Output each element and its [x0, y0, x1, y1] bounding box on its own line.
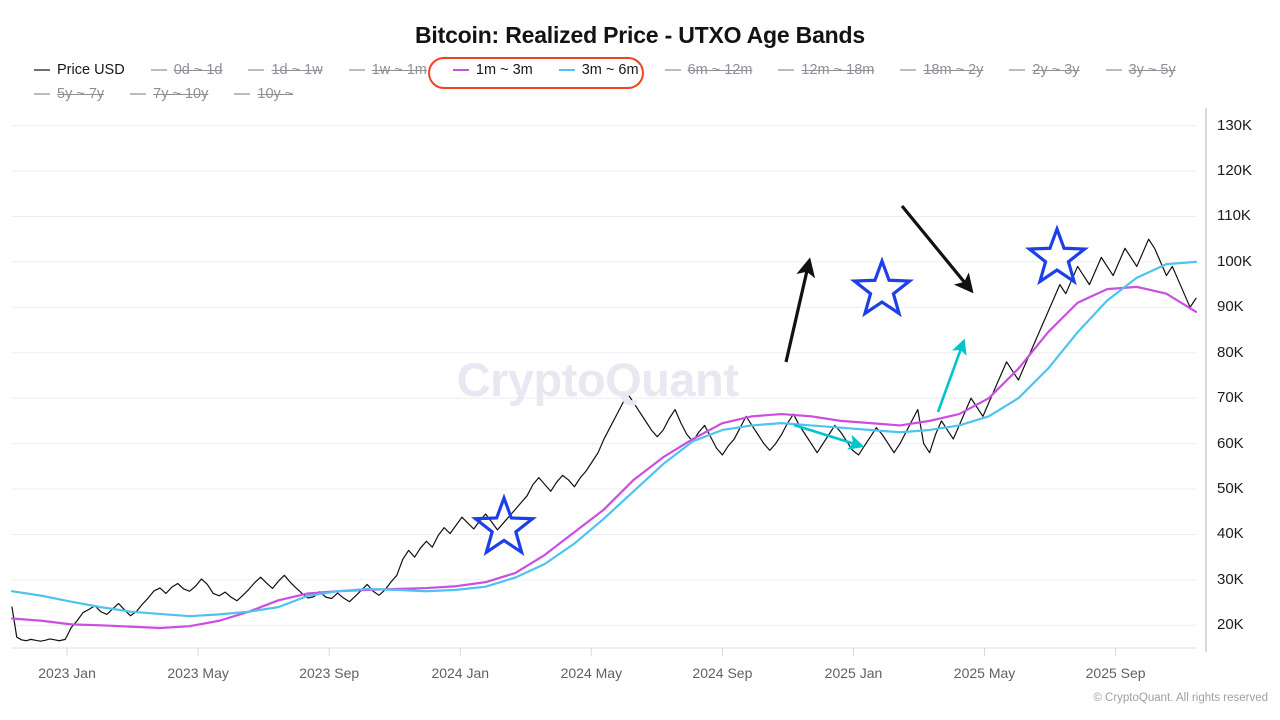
legend-item-label: 1m ~ 3m [475, 62, 533, 78]
series-line-1 [10, 285, 1198, 630]
legend-item-0[interactable]: Price USD [34, 60, 125, 80]
legend-item-label: 1w ~ 1m [371, 62, 427, 78]
x-tick-label: 2024 Jan [431, 665, 490, 681]
x-tick-label: 2024 May [560, 665, 623, 681]
x-tick-label: 2025 Sep [1085, 665, 1146, 681]
legend-swatch-icon [130, 93, 147, 95]
y-tick-label: 110K [1217, 207, 1251, 225]
legend-item-7[interactable]: 12m ~ 18m [778, 60, 874, 80]
y-tick-label: 120K [1217, 162, 1253, 180]
legend-swatch-icon [34, 69, 50, 71]
star-marker-2 [850, 256, 914, 318]
legend-swatch-icon [900, 69, 917, 71]
x-tick-label: 2025 Jan [824, 665, 883, 681]
legend-item-label: 1d ~ 1w [271, 62, 323, 78]
legend-item-label: 3y ~ 5y [1128, 62, 1176, 78]
arrow-band-flat [793, 423, 865, 450]
legend-swatch-icon [234, 93, 251, 95]
y-tick-label: 130K [1217, 116, 1253, 134]
y-tick-label: 90K [1217, 298, 1244, 316]
y-tick-label: 40K [1217, 525, 1244, 543]
y-tick-label: 100K [1217, 252, 1253, 270]
legend-item-9[interactable]: 2y ~ 3y [1009, 60, 1080, 80]
legend-item-label: 2y ~ 3y [1032, 62, 1080, 78]
legend-item-label: 18m ~ 2y [923, 62, 984, 78]
series-line-2 [10, 260, 1198, 618]
legend-item-6[interactable]: 6m ~ 12m [664, 60, 753, 80]
legend-item-10[interactable]: 3y ~ 5y [1105, 60, 1176, 80]
legend-item-1[interactable]: 0d ~ 1d [150, 60, 223, 80]
star-marker-3 [1025, 224, 1089, 286]
series-line-0 [11, 238, 1197, 642]
legend-swatch-icon [664, 69, 681, 71]
legend-item-11[interactable]: 5y ~ 7y [34, 84, 104, 104]
legend-item-3[interactable]: 1w ~ 1m [348, 60, 427, 80]
legend-item-4[interactable]: 1m ~ 3m [452, 60, 533, 80]
legend-item-label: 10y ~ [257, 86, 294, 102]
x-tick-label: 2024 Sep [692, 665, 753, 681]
legend-swatch-icon [150, 69, 167, 71]
x-tick-label: 2023 Sep [299, 665, 360, 681]
legend-item-label: Price USD [57, 62, 125, 78]
legend-swatch-icon [778, 69, 795, 71]
legend-swatch-icon [34, 93, 50, 95]
legend-swatch-icon [558, 69, 575, 71]
y-tick-label: 60K [1217, 434, 1244, 452]
legend-item-label: 12m ~ 18m [801, 62, 875, 78]
copyright-notice: © CryptoQuant. All rights reserved [1093, 692, 1268, 704]
arrow-price-up [784, 257, 816, 363]
x-tick-label: 2023 May [167, 665, 229, 681]
legend-swatch-icon [348, 69, 365, 71]
legend-item-label: 3m ~ 6m [581, 62, 639, 78]
legend-swatch-icon [1009, 69, 1026, 71]
legend-item-2[interactable]: 1d ~ 1w [248, 60, 323, 80]
y-tick-label: 50K [1217, 480, 1244, 498]
legend-item-8[interactable]: 18m ~ 2y [900, 60, 983, 80]
arrow-band-up [936, 338, 967, 413]
y-tick-label: 30K [1217, 570, 1244, 588]
y-tick-label: 70K [1217, 389, 1244, 407]
legend-item-label: 0d ~ 1d [173, 62, 223, 78]
star-marker-1 [471, 493, 537, 557]
chart-legend[interactable]: Price USD 0d ~ 1d 1d ~ 1w 1w ~ 1m 1m ~ 3m 3m … [34, 60, 1249, 104]
legend-swatch-icon [1105, 69, 1122, 71]
y-tick-label: 20K [1217, 616, 1244, 634]
legend-item-12[interactable]: 7y ~ 10y [130, 84, 208, 104]
legend-swatch-icon [452, 69, 469, 71]
legend-item-label: 5y ~ 7y [57, 86, 105, 102]
x-tick-label: 2023 Jan [38, 665, 96, 681]
page-title: Bitcoin: Realized Price - UTXO Age Bands [415, 22, 865, 48]
legend-item-label: 7y ~ 10y [153, 86, 209, 102]
legend-item-label: 6m ~ 12m [687, 62, 753, 78]
y-tick-label: 80K [1217, 343, 1244, 361]
x-tick-label: 2025 May [953, 665, 1016, 681]
legend-item-5[interactable]: 3m ~ 6m [558, 60, 639, 80]
legend-swatch-icon [248, 69, 265, 71]
arrow-price-down [900, 204, 974, 294]
legend-item-13[interactable]: 10y ~ [234, 84, 293, 104]
